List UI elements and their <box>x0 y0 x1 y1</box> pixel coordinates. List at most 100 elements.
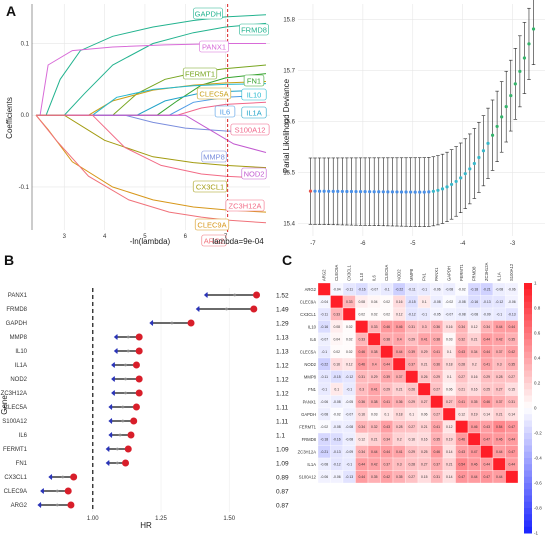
forest-gene-label: MMP8 <box>10 335 28 341</box>
heatmap-cell-value: 0.32 <box>371 425 378 429</box>
heatmap-cell <box>392 357 406 371</box>
heatmap-cell-value: -0.08 <box>345 425 353 429</box>
heatmap-cell-value: 0.2 <box>397 438 402 442</box>
forest-upper-marker <box>130 417 138 425</box>
colorbar-segment <box>524 483 532 490</box>
heatmap-cell-value: 0.46 <box>358 363 365 367</box>
heatmap-cell-value: 0.37 <box>383 463 390 467</box>
heatmap-cell-value: 0.41 <box>433 425 440 429</box>
colorbar-segment <box>524 433 532 440</box>
heatmap-cell-value: 0.4 <box>397 338 402 342</box>
forest-upper-marker <box>67 501 75 509</box>
heatmap-cell-value: 0.33 <box>346 300 353 304</box>
forest-upper-marker <box>127 431 135 439</box>
heatmap-cell-value: 0.46 <box>433 450 440 454</box>
heatmap-cell-value: -0.1 <box>346 463 352 467</box>
heatmap-cell-value: 0.28 <box>396 425 403 429</box>
heatmap-col-label: GAPDH <box>446 266 451 281</box>
heatmap-cell-value: 0.26 <box>408 388 415 392</box>
heatmap-cell-value: 0.42 <box>496 338 503 342</box>
heatmap-cell-value: 0.38 <box>371 350 378 354</box>
forest-point-hr <box>115 461 119 465</box>
heatmap-cell-value: 0.27 <box>508 375 515 379</box>
heatmap-cell-value: 0.03 <box>371 413 378 417</box>
forest-hr-value: 1.52 <box>276 293 289 300</box>
forest-hr-value: 0.87 <box>276 489 289 496</box>
heatmap-cell-value: 0.31 <box>408 325 415 329</box>
heatmap-cell-value: 0.3 <box>497 363 502 367</box>
heatmap-cell-value: 0.12 <box>358 438 365 442</box>
forest-gene-label: NOD2 <box>10 377 27 383</box>
heatmap-cell-value: 0.15 <box>508 388 515 392</box>
heatmap-cell-value: -0.15 <box>333 375 341 379</box>
heatmap-col-label: PANX1 <box>434 267 439 281</box>
coef-label-box-panx1 <box>199 40 229 53</box>
heatmap-cell-value: -0.08 <box>320 463 328 467</box>
coef-label-box-frmd8 <box>239 23 269 36</box>
heatmap-cell-value: 0.06 <box>446 388 453 392</box>
coef-label-panx1: PANX1 <box>202 43 226 52</box>
heatmap-cell-value: 0.44 <box>496 325 503 329</box>
heatmap-cell-value: 0.16 <box>446 325 453 329</box>
heatmap-row-label: GAPDH <box>301 412 316 417</box>
forest-hr-value: 1.13 <box>276 349 289 356</box>
heatmap-cell-value: 0.32 <box>458 338 465 342</box>
panel-label-b: B <box>4 252 14 268</box>
heatmap-cell-value: 0.08 <box>333 325 340 329</box>
heatmap-cell-value: 0.35 <box>371 475 378 479</box>
cv-point <box>436 188 440 192</box>
forest-gene-label: S100A12 <box>2 419 27 425</box>
heatmap-cell-value: 0.44 <box>383 450 390 454</box>
heatmap-cell-value: 0.27 <box>496 388 503 392</box>
heatmap-col-label: S100A12 <box>509 263 514 281</box>
cv-point <box>381 190 385 194</box>
colorbar-tick-label: 0.6 <box>534 331 541 336</box>
cv-point <box>413 190 417 194</box>
colorbar-segment <box>524 501 532 509</box>
heatmap-cell <box>367 332 381 346</box>
forest-lower-marker <box>111 362 116 368</box>
heatmap-cell-value: -0.08 <box>470 313 478 317</box>
cv-y-tick-label: 15.7 <box>283 68 295 74</box>
cv-point <box>481 149 486 153</box>
heatmap-labels: ARG2 ARG2 CLEC9A CLEC9A CX3CL1 CX3CL1 IL10 IL10… <box>298 262 514 479</box>
heatmap-row-label: CLEC9A <box>300 299 316 304</box>
forest-hr-value: 1.49 <box>276 307 289 314</box>
heatmap-cell-value: -0.12 <box>495 300 503 304</box>
cv-point <box>449 182 454 187</box>
cv-y-tick-label: 15.4 <box>283 221 295 227</box>
heatmap-cell-value: 0.14 <box>446 475 453 479</box>
heatmap-cell-value: 0.3 <box>359 388 364 392</box>
colorbar-segment <box>524 458 532 465</box>
forest-point-hr <box>121 419 125 423</box>
forest-gene-label: CLEC5A <box>4 405 27 411</box>
forest-point-hr <box>170 321 174 325</box>
heatmap-cell <box>417 382 431 396</box>
heatmap-cell-value: 0.46 <box>471 463 478 467</box>
heatmap-cell <box>455 420 469 434</box>
cv-point <box>331 189 335 193</box>
forest-lower-marker <box>113 348 118 354</box>
heatmap-cell-value: 0.29 <box>408 450 415 454</box>
heatmap-cell-value: 0.36 <box>433 325 440 329</box>
forest-gridlines <box>92 288 230 512</box>
heatmap-cell-value: -0.1 <box>321 350 327 354</box>
forest-hr-value: 1.09 <box>276 461 289 468</box>
coef-gene-labels: GAPDH FRMD8 PANX1 FERMT1 FN1 CLEC5A IL10 IL1A IL… <box>182 7 270 247</box>
heatmap-cell-value: 0.1 <box>422 300 427 304</box>
heatmap-cell-value: -0.08 <box>333 400 341 404</box>
cv-point <box>527 42 531 46</box>
forest-hr-value: 1.11 <box>276 405 289 412</box>
heatmap-cell-value: 0.35 <box>433 438 440 442</box>
heatmap-cell-value: 0.44 <box>496 475 503 479</box>
heatmap-cell <box>342 307 356 321</box>
heatmap-cell-value: 0.27 <box>458 375 465 379</box>
forest-lower-marker <box>108 418 113 424</box>
heatmap-cell-value: 0.41 <box>483 363 490 367</box>
heatmap-cell-value: 0.38 <box>383 338 390 342</box>
heatmap-col-label: CLEC9A <box>334 265 339 281</box>
heatmap-cell-value: -0.05 <box>345 400 353 404</box>
cv-point <box>518 69 522 73</box>
heatmap-cell-value: -0.02 <box>458 288 466 292</box>
